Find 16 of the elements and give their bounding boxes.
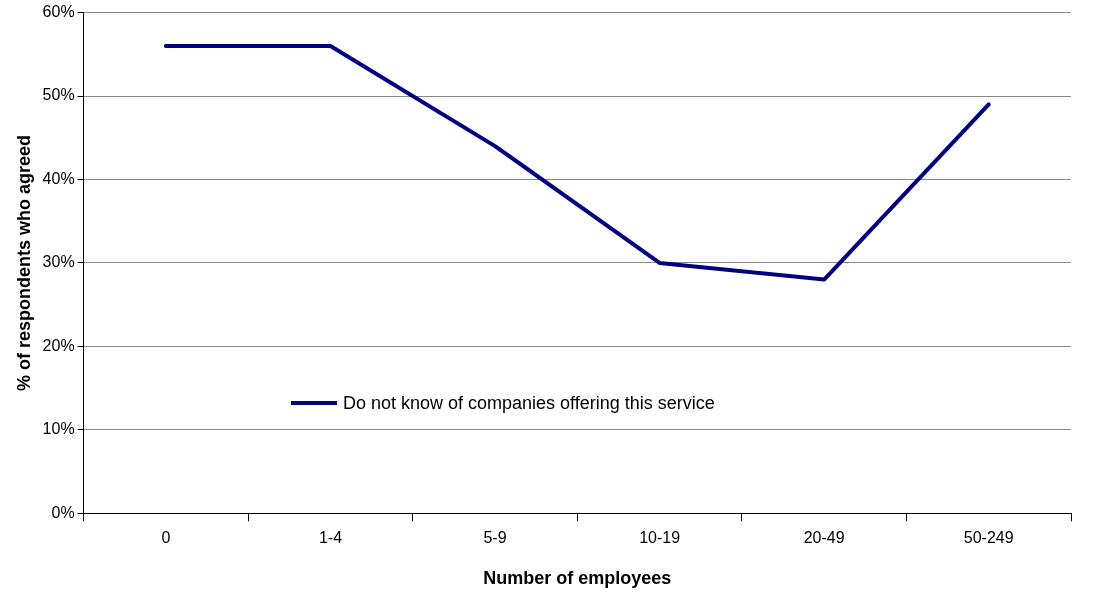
y-axis-title: % of respondents who agreed xyxy=(13,134,34,391)
y-tick-label: 30% xyxy=(42,253,75,271)
y-tick-label: 60% xyxy=(42,3,75,21)
x-tick-label: 1-4 xyxy=(318,529,343,547)
legend-label: Do not know of companies offering this service xyxy=(342,392,715,414)
y-tick-label: 0% xyxy=(51,503,75,521)
y-tick-label: 40% xyxy=(42,169,75,187)
x-tick-label: 10-19 xyxy=(639,529,681,547)
x-tick-label: 20-49 xyxy=(803,529,845,547)
x-tick-label: 0 xyxy=(161,529,171,547)
x-tick-label: 50-249 xyxy=(963,529,1014,547)
y-tick-label: 50% xyxy=(42,86,75,104)
x-axis-title: Number of employees xyxy=(483,568,672,589)
y-tick-label: 20% xyxy=(42,336,75,354)
y-tick-label: 10% xyxy=(42,420,75,438)
x-tick-label: 5-9 xyxy=(483,529,507,547)
